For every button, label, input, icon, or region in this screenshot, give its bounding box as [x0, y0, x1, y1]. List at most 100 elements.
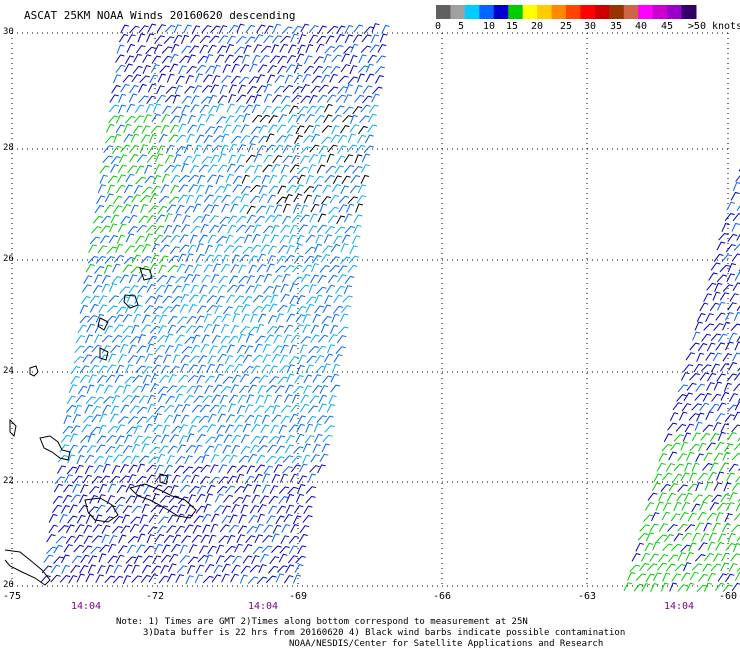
wind-barb	[103, 396, 114, 404]
wind-barb	[106, 435, 117, 443]
wind-barb	[157, 325, 167, 334]
wind-barb	[262, 164, 273, 173]
coastline-island-4	[123, 294, 139, 309]
wind-barb	[314, 355, 325, 364]
wind-barb	[280, 164, 290, 174]
wind-barb	[283, 334, 292, 344]
scale-swatch	[537, 5, 553, 19]
wind-barb	[296, 423, 305, 433]
wind-barb	[154, 164, 164, 174]
wind-barb	[288, 175, 299, 184]
wind-barb	[127, 355, 138, 364]
wind-barb	[97, 365, 108, 374]
wind-barb	[219, 216, 230, 225]
wind-barb	[251, 104, 261, 114]
wind-barb	[168, 563, 177, 573]
wind-barb	[136, 416, 148, 425]
wind-barb	[178, 123, 187, 133]
wind-barb	[197, 485, 207, 494]
wind-barb	[234, 543, 243, 553]
wind-barb	[343, 94, 353, 104]
wind-barb	[185, 194, 194, 204]
wind-barb	[271, 414, 282, 423]
wind-barb	[169, 63, 179, 73]
wind-barb	[721, 523, 731, 533]
wind-barb	[233, 295, 245, 304]
wind-barb	[164, 345, 174, 354]
wind-barb	[714, 582, 725, 591]
wind-barb	[159, 244, 170, 253]
wind-barb	[292, 574, 302, 584]
wind-barb	[631, 553, 641, 562]
wind-barb	[227, 475, 237, 485]
wind-barb	[101, 215, 112, 224]
wind-barb	[291, 455, 302, 464]
wind-barb	[370, 34, 379, 44]
wind-barb	[661, 511, 671, 521]
wind-barb	[329, 324, 339, 334]
wind-barb	[322, 375, 333, 384]
wind-barb	[173, 213, 182, 223]
wind-barb	[151, 55, 162, 64]
wind-barb	[213, 135, 224, 143]
wind-barb	[308, 284, 317, 294]
wind-barb	[89, 303, 99, 313]
wind-barb	[720, 493, 731, 503]
wind-barb	[712, 291, 721, 301]
wind-barb	[131, 74, 142, 83]
wind-barb	[639, 562, 650, 571]
wind-barb	[299, 284, 310, 293]
wind-barb	[156, 145, 166, 155]
wind-barb	[107, 543, 117, 553]
wind-barb	[253, 153, 263, 163]
wind-barb	[115, 54, 125, 63]
wind-barb	[176, 504, 186, 514]
wind-barb	[269, 55, 280, 64]
wind-barb	[685, 552, 694, 561]
wind-barb	[281, 524, 291, 533]
wind-barb	[205, 54, 214, 64]
wind-barb	[297, 484, 306, 494]
wind-barb	[715, 441, 725, 451]
wind-barb	[363, 145, 374, 154]
wind-barb	[296, 306, 307, 315]
wind-barb	[246, 526, 257, 534]
wind-barb	[347, 264, 358, 273]
wind-barb	[212, 384, 223, 393]
wind-barb	[273, 204, 283, 214]
wind-barb	[325, 226, 336, 235]
wind-barb	[199, 104, 210, 113]
wind-barb	[187, 115, 196, 125]
wind-barb	[731, 453, 740, 461]
wind-barb	[225, 545, 236, 554]
wind-barb	[186, 385, 197, 394]
wind-barb	[221, 515, 232, 524]
wind-barb	[219, 394, 229, 404]
wind-barb	[139, 524, 149, 533]
wind-speed-color-scale	[436, 5, 697, 19]
wind-barb	[143, 545, 155, 554]
wind-barb	[124, 376, 136, 384]
wind-barb	[181, 45, 192, 54]
scale-swatch	[609, 5, 625, 19]
wind-barb	[159, 65, 170, 73]
wind-barb	[138, 95, 149, 104]
wind-barb	[53, 483, 63, 493]
wind-barb	[327, 86, 339, 94]
wind-barb	[248, 255, 258, 264]
wind-barb	[220, 144, 229, 154]
wind-barb	[209, 215, 220, 224]
wind-barb	[219, 84, 228, 94]
wind-barb	[271, 163, 281, 173]
wind-barb	[208, 105, 218, 114]
wind-barb	[254, 343, 263, 353]
lon-label-69: -69	[288, 591, 308, 602]
wind-barb	[183, 24, 192, 34]
wind-barb	[230, 135, 242, 144]
wind-barb	[188, 364, 198, 373]
wind-barb	[138, 455, 150, 463]
wind-barb	[243, 234, 253, 244]
wind-barb	[108, 295, 120, 303]
wind-barb	[333, 294, 343, 304]
scale-swatch	[652, 5, 668, 19]
